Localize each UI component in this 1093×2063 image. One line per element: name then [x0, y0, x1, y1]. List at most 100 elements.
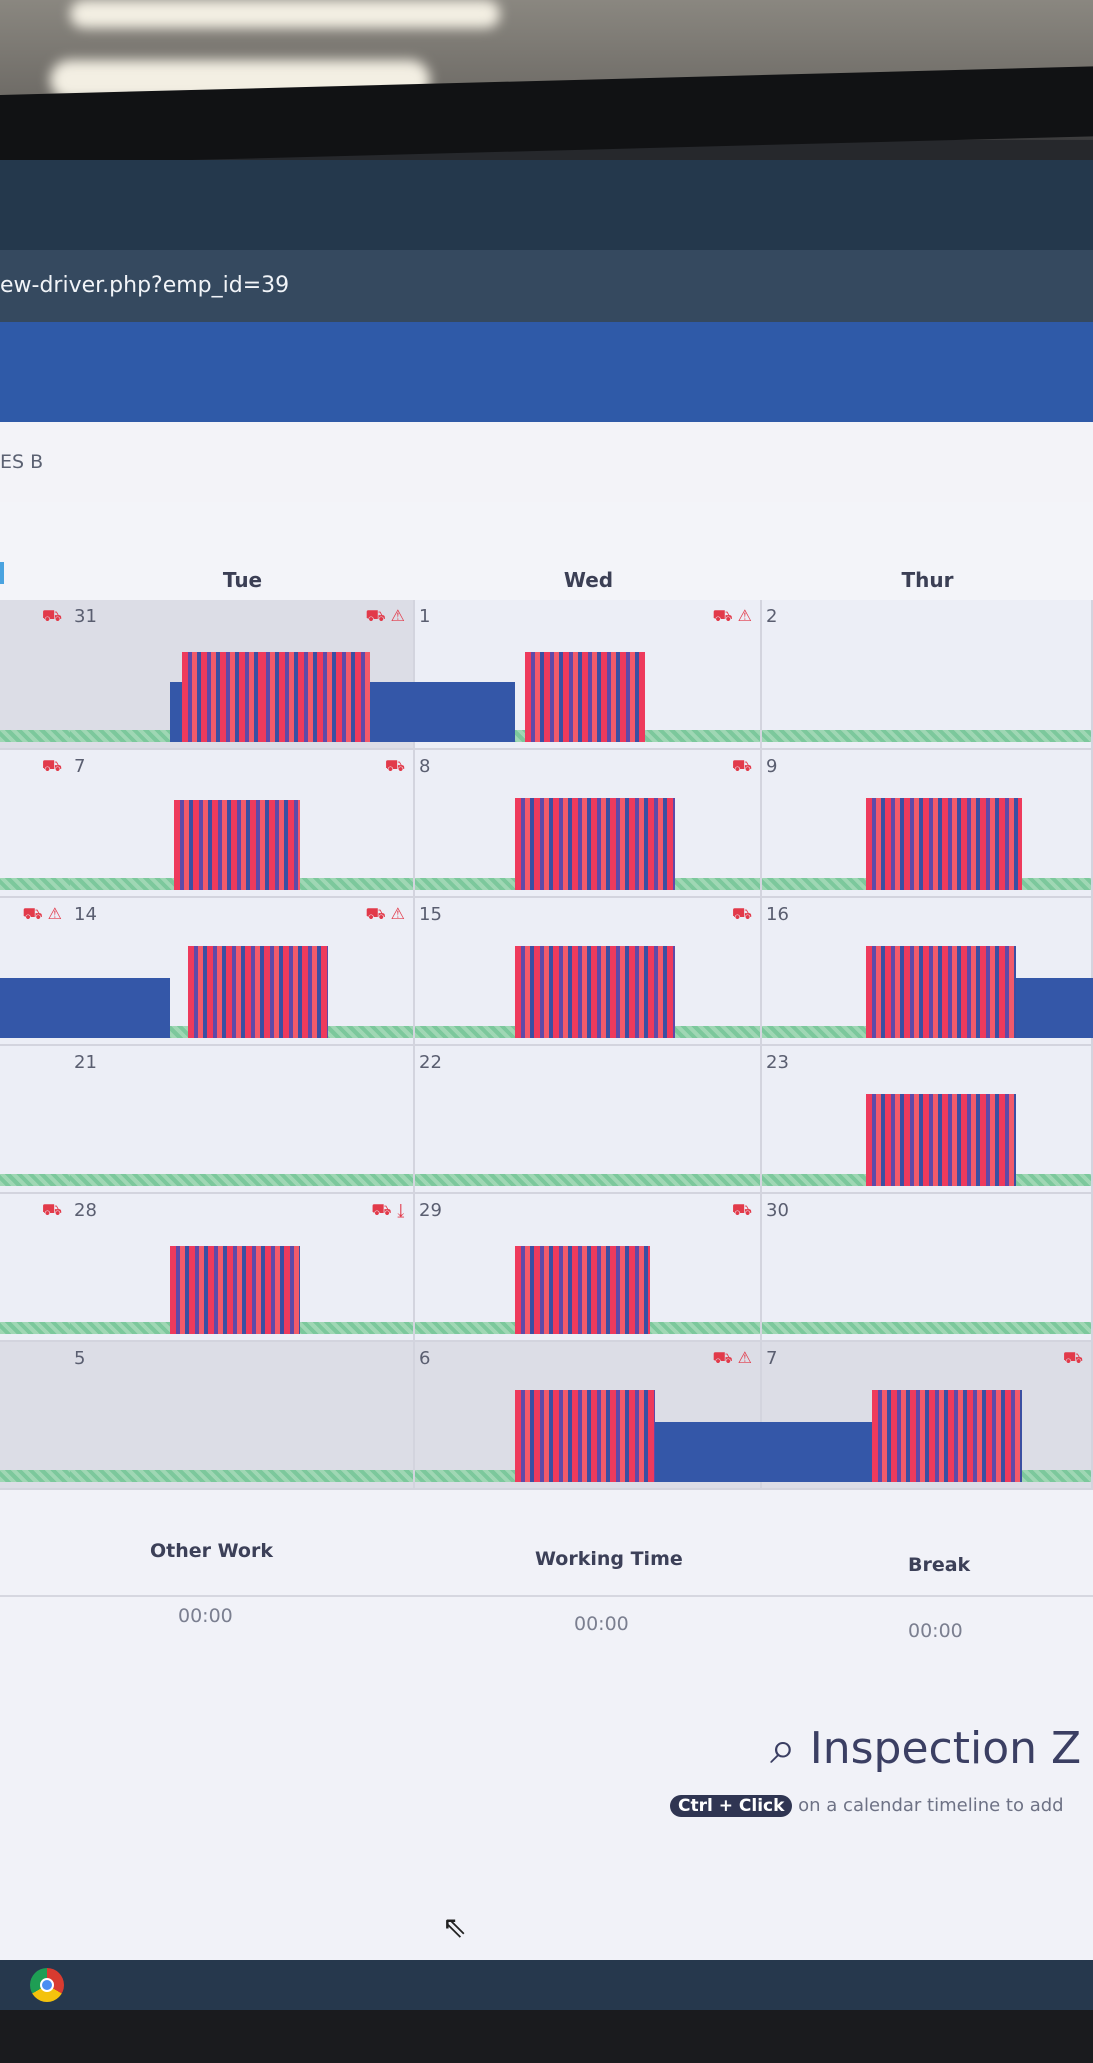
drive-block[interactable]	[655, 1422, 762, 1482]
calendar-cell[interactable]: 31 ⛟ ⚠	[70, 600, 415, 750]
drive-block[interactable]	[0, 978, 72, 1038]
day-number: 14	[74, 904, 97, 925]
calendar-cell[interactable]: 15 ⛟	[415, 898, 762, 1046]
day-number: 7	[74, 756, 86, 777]
activity-stripes[interactable]	[525, 652, 645, 742]
drive-block[interactable]	[1016, 978, 1093, 1038]
keyboard-shortcut: Ctrl + Click	[670, 1795, 793, 1817]
truck-icon: ⛟ ⚠	[365, 904, 405, 923]
calendar-cell[interactable]: 29 ⛟	[415, 1194, 762, 1342]
activity-stripes[interactable]	[174, 800, 300, 890]
calendar-cell[interactable]: 28 ⛟ ⤓	[70, 1194, 415, 1342]
day-number: 15	[419, 904, 442, 925]
rest-strip	[70, 1174, 413, 1186]
hint-text: on a calendar timeline to add	[798, 1795, 1064, 1816]
calendar-cell[interactable]: 30	[762, 1194, 1093, 1342]
truck-icon: ⛟	[41, 756, 62, 775]
day-header-thur: Thur	[762, 560, 1093, 602]
activity-stripes[interactable]	[188, 946, 328, 1038]
app-header	[0, 322, 1093, 422]
truck-icon: ⛟ ⚠	[365, 606, 405, 625]
summary-label: Break	[908, 1554, 971, 1576]
day-number: 31	[74, 606, 97, 627]
search-icon: ⌕	[770, 1720, 796, 1774]
calendar-cell[interactable]: 6 ⛟ ⚠	[415, 1342, 762, 1490]
url-text: ew-driver.php?emp_id=39	[0, 273, 290, 298]
drive-block[interactable]	[415, 682, 515, 742]
activity-stripes[interactable]	[872, 1390, 1022, 1482]
calendar-cell[interactable]: 5	[70, 1342, 415, 1490]
inspection-title-text: Inspection Z	[809, 1723, 1082, 1774]
truck-icon: ⛟	[384, 756, 405, 775]
day-number: 22	[419, 1052, 442, 1073]
drive-block[interactable]	[762, 1422, 872, 1482]
activity-stripes[interactable]	[866, 1094, 1016, 1186]
day-header-tue: Tue	[70, 560, 415, 602]
summary-label: Other Work	[150, 1540, 273, 1562]
toolbar-control[interactable]	[0, 562, 4, 584]
activity-stripes[interactable]	[260, 652, 370, 742]
calendar-cell[interactable]	[0, 1046, 72, 1194]
day-number: 5	[74, 1348, 86, 1369]
calendar-cell[interactable]: 9	[762, 750, 1093, 898]
warning-icon: ⛟ ⚠	[712, 1348, 752, 1367]
activity-stripes[interactable]	[866, 946, 1016, 1038]
truck-icon: ⛟	[1062, 1348, 1083, 1367]
calendar-cell[interactable]	[0, 1342, 72, 1490]
rest-strip	[415, 1174, 760, 1186]
calendar-cell[interactable]: 7 ⛟	[762, 1342, 1093, 1490]
truck-icon: ⛟	[731, 1200, 752, 1219]
rest-strip	[0, 730, 70, 742]
inspection-hint: Ctrl + Click on a calendar timeline to a…	[670, 1795, 1064, 1817]
truck-icon: ⛟	[41, 1200, 62, 1219]
rest-strip	[0, 1322, 70, 1334]
calendar-cell[interactable]: 21	[70, 1046, 415, 1194]
rest-strip	[70, 1470, 413, 1482]
summary-label: Working Time	[535, 1548, 683, 1570]
calendar-cell[interactable]: 1 ⛟ ⚠	[415, 600, 762, 750]
rest-strip	[0, 1470, 70, 1482]
address-bar[interactable]: ew-driver.php?emp_id=39	[0, 250, 1093, 322]
activity-stripes[interactable]	[170, 1246, 300, 1334]
truck-icon: ⛟	[41, 606, 62, 625]
breadcrumb-text: ES B	[0, 451, 44, 473]
activity-stripes[interactable]	[866, 798, 1022, 890]
activity-stripes[interactable]	[515, 1246, 650, 1334]
chrome-icon[interactable]	[30, 1968, 64, 2002]
day-number: 8	[419, 756, 431, 777]
monitor-screen: ew-driver.php?emp_id=39 ES B Tue Wed Thu…	[0, 160, 1093, 2010]
day-number: 9	[766, 756, 778, 777]
day-number: 30	[766, 1200, 789, 1221]
calendar-cell[interactable]: 14 ⛟ ⚠	[70, 898, 415, 1046]
summary-divider	[0, 1595, 1093, 1597]
day-number: 7	[766, 1348, 778, 1369]
day-number: 6	[419, 1348, 431, 1369]
calendar-cell[interactable]: ⛟ ⚠	[0, 898, 72, 1046]
day-header-wed: Wed	[415, 560, 762, 602]
activity-stripes[interactable]	[182, 652, 272, 742]
day-number: 2	[766, 606, 778, 627]
summary-value: 00:00	[574, 1613, 629, 1635]
calendar-cell[interactable]: ⛟	[0, 1194, 72, 1342]
calendar-cell[interactable]: 16	[762, 898, 1093, 1046]
activity-stripes[interactable]	[515, 1390, 655, 1482]
browser-titlebar	[0, 160, 1093, 250]
calendar-cell[interactable]: 7 ⛟	[70, 750, 415, 898]
activity-stripes[interactable]	[515, 798, 675, 890]
activity-stripes[interactable]	[515, 946, 675, 1038]
breadcrumb: ES B	[0, 422, 1093, 504]
calendar-cell[interactable]: ⛟	[0, 600, 72, 750]
rest-strip	[762, 1322, 1091, 1334]
calendar-cell[interactable]: 23	[762, 1046, 1093, 1194]
calendar-cell[interactable]: 8 ⛟	[415, 750, 762, 898]
truck-icon: ⛟	[731, 756, 752, 775]
download-icon[interactable]: ⛟ ⤓	[371, 1200, 405, 1219]
rest-strip	[762, 730, 1091, 742]
rest-strip	[0, 878, 70, 890]
calendar-cell[interactable]: 2	[762, 600, 1093, 750]
calendar-cell[interactable]: ⛟	[0, 750, 72, 898]
calendar-cell[interactable]: 22	[415, 1046, 762, 1194]
mouse-cursor-icon: ⇖	[442, 1910, 468, 1945]
inspection-title: ⌕ Inspection Z	[770, 1720, 1081, 1776]
drive-block[interactable]	[70, 978, 170, 1038]
